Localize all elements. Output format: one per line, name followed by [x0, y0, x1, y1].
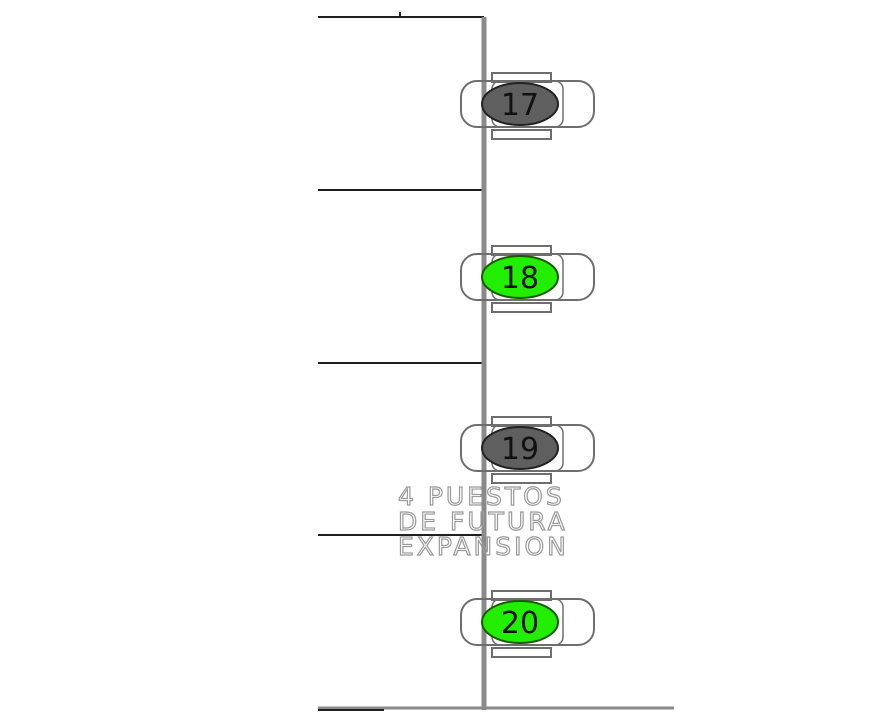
- seat-19[interactable]: 19: [460, 416, 595, 484]
- seat-17[interactable]: 17: [460, 72, 595, 140]
- seat-marker-19: [481, 426, 559, 470]
- seat-marker-20: [481, 600, 559, 644]
- seat-20[interactable]: 20: [460, 590, 595, 658]
- chair-back-bottom: [491, 647, 552, 658]
- seat-number-19: 19: [501, 432, 539, 467]
- seat-18[interactable]: 18: [460, 245, 595, 313]
- chair-back-bottom: [491, 473, 552, 484]
- chair-back-bottom: [491, 302, 552, 313]
- seat-marker-17: [481, 82, 559, 126]
- note-line-1: 4 PUESTOS: [398, 482, 565, 511]
- future-expansion-note: 4 PUESTOS DE FUTURA EXPANSION: [397, 481, 569, 561]
- seat-number-20: 20: [501, 606, 539, 641]
- note-line-3: EXPANSION: [398, 532, 569, 561]
- chair-back-bottom: [491, 129, 552, 140]
- seat-marker-18: [481, 255, 559, 299]
- seat-number-18: 18: [501, 261, 539, 296]
- seat-number-17: 17: [501, 88, 539, 123]
- note-line-2: DE FUTURA: [398, 507, 568, 536]
